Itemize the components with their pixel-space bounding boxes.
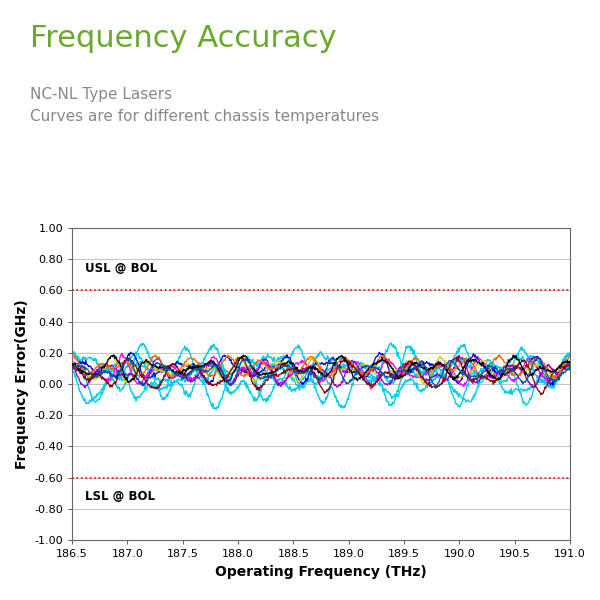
Text: NC-NL Type Lasers: NC-NL Type Lasers	[30, 87, 172, 102]
Text: Curves are for different chassis temperatures: Curves are for different chassis tempera…	[30, 109, 379, 124]
Text: Frequency Accuracy: Frequency Accuracy	[30, 24, 337, 53]
X-axis label: Operating Frequency (THz): Operating Frequency (THz)	[215, 565, 427, 578]
Text: USL @ BOL: USL @ BOL	[85, 262, 157, 275]
Y-axis label: Frequency Error(GHz): Frequency Error(GHz)	[14, 299, 29, 469]
Text: LSL @ BOL: LSL @ BOL	[85, 490, 155, 503]
